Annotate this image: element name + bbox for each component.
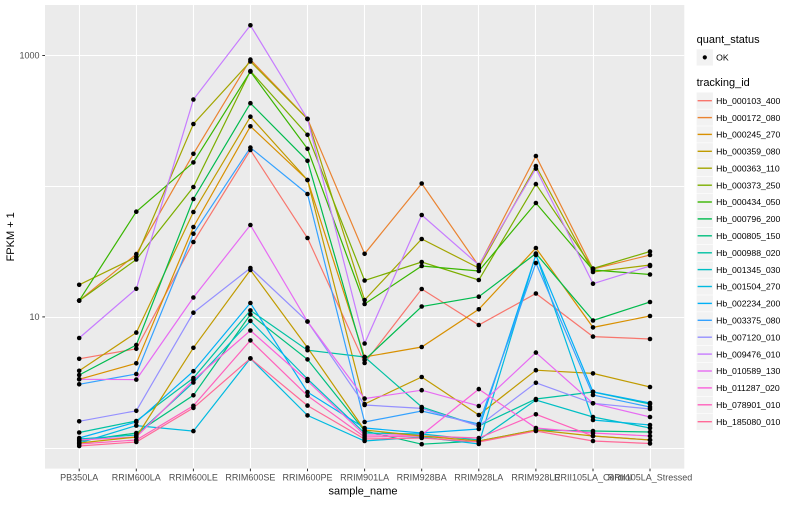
svg-text:RRIM600LE: RRIM600LE bbox=[169, 472, 218, 482]
svg-text:Hb_001345_030: Hb_001345_030 bbox=[716, 265, 780, 275]
svg-text:Hb_010589_130: Hb_010589_130 bbox=[716, 366, 780, 376]
svg-text:RRIM600SE: RRIM600SE bbox=[225, 472, 275, 482]
svg-text:quant_status: quant_status bbox=[697, 34, 760, 46]
svg-text:Hb_078901_010: Hb_078901_010 bbox=[716, 400, 780, 410]
svg-text:Hb_011287_020: Hb_011287_020 bbox=[716, 383, 780, 393]
svg-text:PB350LA: PB350LA bbox=[60, 472, 98, 482]
svg-text:Hb_000103_400: Hb_000103_400 bbox=[716, 96, 780, 106]
svg-text:RRIM600PE: RRIM600PE bbox=[282, 472, 332, 482]
svg-text:Hb_007120_010: Hb_007120_010 bbox=[716, 332, 780, 342]
svg-text:Hb_000434_050: Hb_000434_050 bbox=[716, 197, 780, 207]
svg-text:RRIM928BA: RRIM928BA bbox=[397, 472, 447, 482]
svg-text:Hb_000245_270: Hb_000245_270 bbox=[716, 130, 780, 140]
svg-text:Hb_000359_080: Hb_000359_080 bbox=[716, 147, 780, 157]
svg-text:RRIM928LA: RRIM928LA bbox=[454, 472, 503, 482]
svg-text:10: 10 bbox=[29, 312, 39, 322]
svg-text:RRII105LA_Control: RRII105LA_Control bbox=[554, 472, 632, 482]
svg-text:1000: 1000 bbox=[19, 51, 39, 61]
svg-text:Hb_000373_250: Hb_000373_250 bbox=[716, 180, 780, 190]
svg-text:tracking_id: tracking_id bbox=[697, 77, 750, 89]
svg-text:Hb_000988_020: Hb_000988_020 bbox=[716, 248, 780, 258]
svg-text:Hb_000172_080: Hb_000172_080 bbox=[716, 113, 780, 123]
svg-text:Hb_003375_080: Hb_003375_080 bbox=[716, 316, 780, 326]
svg-text:Hb_185080_010: Hb_185080_010 bbox=[716, 417, 780, 427]
svg-text:RRIM600LA: RRIM600LA bbox=[112, 472, 161, 482]
svg-text:Hb_000363_110: Hb_000363_110 bbox=[716, 163, 780, 173]
svg-text:sample_name: sample_name bbox=[328, 486, 397, 498]
svg-text:RRII105LA_Stressed: RRII105LA_Stressed bbox=[608, 472, 693, 482]
svg-text:Hb_000805_150: Hb_000805_150 bbox=[716, 231, 780, 241]
svg-text:Hb_002234_200: Hb_002234_200 bbox=[716, 299, 780, 309]
svg-text:Hb_000796_200: Hb_000796_200 bbox=[716, 214, 780, 224]
svg-text:Hb_009476_010: Hb_009476_010 bbox=[716, 349, 780, 359]
svg-text:FPKM + 1: FPKM + 1 bbox=[5, 212, 17, 261]
svg-text:RRIM901LA: RRIM901LA bbox=[340, 472, 389, 482]
svg-text:RRIM928LE: RRIM928LE bbox=[511, 472, 560, 482]
svg-text:Hb_001504_270: Hb_001504_270 bbox=[716, 282, 780, 292]
svg-text:OK: OK bbox=[716, 53, 729, 63]
